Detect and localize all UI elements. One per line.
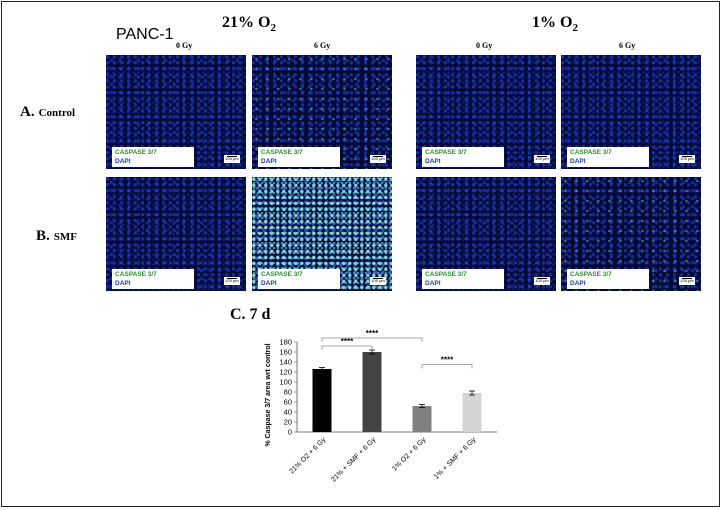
caspase-label: CASPASE 3/7 xyxy=(115,149,157,156)
condition-title-main: 21% O xyxy=(222,14,271,31)
micrograph-smf-1-6gy: CASPASE 3/7 DAPI 100 µm xyxy=(561,177,701,291)
row-name: Control xyxy=(38,107,76,119)
row-letter: B. xyxy=(36,228,50,244)
micrograph-control-21-6gy: CASPASE 3/7 DAPI 100 µm xyxy=(252,55,392,169)
scale-bar: 100 µm xyxy=(534,155,550,163)
scale-bar: 100 µm xyxy=(370,155,386,163)
panel-legend: CASPASE 3/7 DAPI xyxy=(567,269,649,289)
chart-title: C. 7 d xyxy=(230,306,271,323)
significance-label: **** xyxy=(341,337,354,346)
bar xyxy=(462,393,482,432)
condition-title-hypoxia: 1% O2 xyxy=(532,14,578,34)
y-tick-label: 0 xyxy=(288,428,292,437)
dose-label: 6 Gy xyxy=(314,41,331,50)
caspase-label: CASPASE 3/7 xyxy=(261,149,303,156)
row-label-control: A. Control xyxy=(20,103,75,121)
caspase-label: CASPASE 3/7 xyxy=(570,149,612,156)
bar xyxy=(312,369,332,432)
micrograph-smf-1-0gy: CASPASE 3/7 DAPI 100 µm xyxy=(416,177,556,291)
y-tick-label: 100 xyxy=(279,378,292,387)
dose-label: 6 Gy xyxy=(619,41,636,50)
caspase-label: CASPASE 3/7 xyxy=(261,271,303,278)
condition-title-sub: 2 xyxy=(270,22,276,35)
scale-bar: 100 µm xyxy=(370,277,386,285)
panel-legend: CASPASE 3/7 DAPI xyxy=(258,147,340,167)
scale-bar: 100 µm xyxy=(224,155,240,163)
micrograph-smf-21-6gy: CASPASE 3/7 DAPI 100 µm xyxy=(252,177,392,291)
condition-title-main: 1% O xyxy=(532,14,573,31)
y-tick-label: 60 xyxy=(284,398,292,407)
panel-legend: CASPASE 3/7 DAPI xyxy=(422,147,504,167)
micrograph-smf-21-0gy: CASPASE 3/7 DAPI 100 µm xyxy=(106,177,246,291)
y-tick-label: 160 xyxy=(279,348,292,357)
scale-bar: 100 µm xyxy=(224,277,240,285)
y-tick-label: 140 xyxy=(279,358,292,367)
x-tick-label: 1% O2 + 6 Gy xyxy=(391,436,428,473)
caspase-label: CASPASE 3/7 xyxy=(115,271,157,278)
condition-title-normoxia: 21% O2 xyxy=(222,14,276,34)
y-tick-label: 80 xyxy=(284,388,292,397)
significance-label: **** xyxy=(366,329,379,338)
dapi-label: DAPI xyxy=(425,158,441,165)
dapi-label: DAPI xyxy=(261,280,277,287)
micrograph-control-21-0gy: CASPASE 3/7 DAPI 100 µm xyxy=(106,55,246,169)
y-tick-label: 20 xyxy=(284,418,292,427)
y-tick-label: 120 xyxy=(279,368,292,377)
y-axis-label: % Caspase 3/7 area wrt control xyxy=(265,343,272,446)
scale-bar: 100 µm xyxy=(679,155,695,163)
x-tick-label: 1% + SMF + 6 Gy xyxy=(433,436,478,481)
dose-label: 0 Gy xyxy=(476,41,493,50)
y-tick-label: 40 xyxy=(284,408,292,417)
panel-legend: CASPASE 3/7 DAPI xyxy=(112,147,194,167)
dapi-label: DAPI xyxy=(425,280,441,287)
dapi-label: DAPI xyxy=(115,158,131,165)
row-label-smf: B. SMF xyxy=(36,227,77,245)
dapi-label: DAPI xyxy=(570,158,586,165)
caspase-label: CASPASE 3/7 xyxy=(425,149,467,156)
condition-title-sub: 2 xyxy=(572,22,578,35)
panel-legend: CASPASE 3/7 DAPI xyxy=(567,147,649,167)
bar xyxy=(412,406,432,432)
panel-legend: CASPASE 3/7 DAPI xyxy=(112,269,194,289)
dapi-label: DAPI xyxy=(115,280,131,287)
row-letter: A. xyxy=(20,104,35,120)
micrograph-control-1-0gy: CASPASE 3/7 DAPI 100 µm xyxy=(416,55,556,169)
dose-label: 0 Gy xyxy=(176,41,193,50)
x-tick-label: 21% + SMF + 6 Gy xyxy=(330,436,377,483)
micrograph-control-1-6gy: CASPASE 3/7 DAPI 100 µm xyxy=(561,55,701,169)
bar xyxy=(362,352,382,432)
scale-bar: 100 µm xyxy=(534,277,550,285)
dapi-label: DAPI xyxy=(570,280,586,287)
panel-legend: CASPASE 3/7 DAPI xyxy=(422,269,504,289)
y-tick-label: 180 xyxy=(279,338,292,347)
panel-legend: CASPASE 3/7 DAPI xyxy=(258,269,340,289)
cell-line-label: PANC-1 xyxy=(116,26,174,43)
dapi-label: DAPI xyxy=(261,158,277,165)
row-name: SMF xyxy=(53,231,77,243)
scale-bar: 100 µm xyxy=(679,277,695,285)
x-tick-label: 21% O2 + 6 Gy xyxy=(288,436,327,475)
caspase-label: CASPASE 3/7 xyxy=(425,271,467,278)
caspase-label: CASPASE 3/7 xyxy=(570,271,612,278)
significance-label: **** xyxy=(441,356,454,365)
